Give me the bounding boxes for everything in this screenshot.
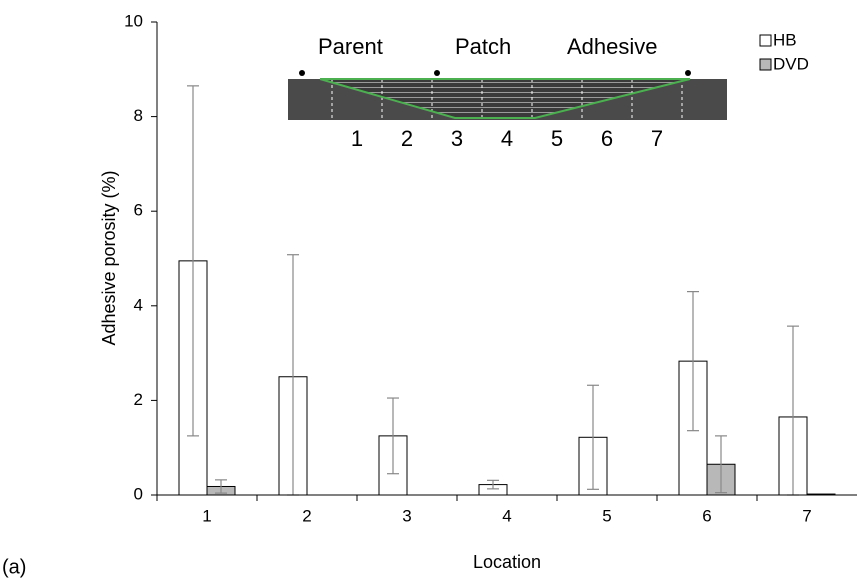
inset-number: 4 (501, 126, 513, 151)
inset-number: 5 (551, 126, 563, 151)
inset-pointer (299, 70, 305, 76)
inset-label: Parent (318, 34, 383, 59)
y-tick-label: 8 (134, 106, 143, 125)
legend-swatch (759, 34, 772, 47)
inset-number: 6 (601, 126, 613, 151)
x-tick-label: 7 (802, 506, 811, 525)
inset-number: 1 (351, 126, 363, 151)
inset-adhesive-line (319, 78, 691, 119)
legend-label: DVD (773, 54, 809, 73)
x-tick-label: 4 (502, 506, 511, 525)
y-tick-label: 0 (134, 484, 143, 503)
inset-pointer (685, 70, 691, 76)
inset-pointer (434, 70, 440, 76)
inset-label: Patch (455, 34, 511, 59)
y-tick-label: 2 (134, 390, 143, 409)
y-tick-label: 10 (124, 11, 143, 30)
y-tick-label: 4 (134, 295, 143, 314)
inset-patch (320, 79, 690, 118)
inset-number: 3 (451, 126, 463, 151)
y-tick-label: 6 (134, 201, 143, 220)
x-tick-label: 1 (202, 506, 211, 525)
y-axis-title: Adhesive porosity (%) (99, 170, 119, 345)
x-tick-label: 6 (702, 506, 711, 525)
inset-number: 2 (401, 126, 413, 151)
legend-label: HB (773, 30, 797, 49)
inset-number: 7 (651, 126, 663, 151)
inset-dividers (331, 79, 683, 120)
legend-swatch (759, 58, 772, 71)
inset-label: Adhesive (567, 34, 658, 59)
x-tick-label: 2 (302, 506, 311, 525)
x-tick-label: 3 (402, 506, 411, 525)
panel-label: (a) (2, 556, 26, 578)
x-tick-label: 5 (602, 506, 611, 525)
x-axis-title: Location (473, 552, 541, 572)
inset-diagram: Parent Patch Adhesive (288, 34, 727, 120)
